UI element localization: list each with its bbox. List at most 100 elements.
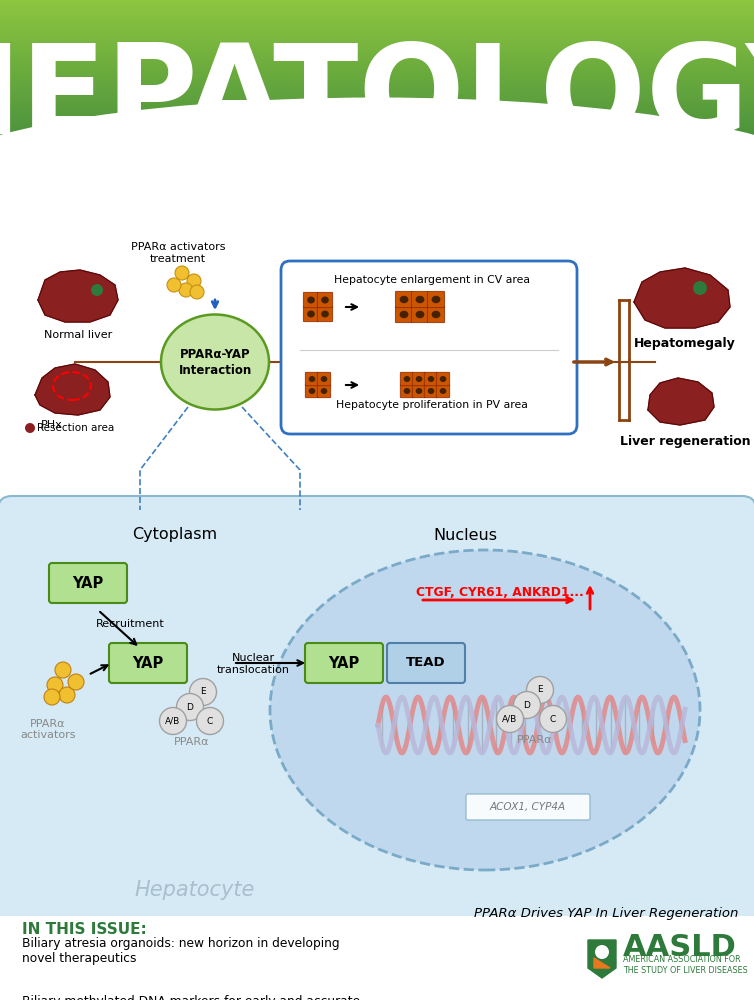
Bar xyxy=(0,74,754,76)
Bar xyxy=(0,197,754,199)
Circle shape xyxy=(540,706,566,732)
Bar xyxy=(0,54,754,55)
Bar xyxy=(0,122,754,124)
Circle shape xyxy=(187,274,201,288)
Circle shape xyxy=(44,689,60,705)
Text: Nuclear: Nuclear xyxy=(231,653,274,663)
Bar xyxy=(0,40,754,42)
Bar xyxy=(0,47,754,49)
Bar xyxy=(0,2,754,4)
Bar xyxy=(0,170,754,171)
Bar xyxy=(0,29,754,31)
Ellipse shape xyxy=(0,98,754,272)
Polygon shape xyxy=(594,958,610,968)
Bar xyxy=(0,0,754,2)
Bar xyxy=(0,121,754,123)
Circle shape xyxy=(175,266,189,280)
Bar xyxy=(0,133,754,135)
Bar xyxy=(0,91,754,93)
Bar xyxy=(0,8,754,10)
Bar xyxy=(0,46,754,48)
Text: E: E xyxy=(537,686,543,694)
Bar xyxy=(0,17,754,19)
Bar xyxy=(0,117,754,119)
Bar xyxy=(0,132,754,133)
Bar xyxy=(0,5,754,7)
Bar xyxy=(0,82,754,84)
Bar xyxy=(0,10,754,11)
Bar xyxy=(0,138,754,139)
Polygon shape xyxy=(634,268,730,328)
Bar xyxy=(0,3,754,5)
Bar xyxy=(0,59,754,61)
Bar xyxy=(0,162,754,164)
Circle shape xyxy=(167,278,181,292)
Bar xyxy=(0,178,754,180)
Bar xyxy=(0,122,754,123)
FancyBboxPatch shape xyxy=(49,563,127,603)
FancyBboxPatch shape xyxy=(303,292,319,308)
Bar xyxy=(0,169,754,171)
Bar xyxy=(0,129,754,131)
Bar xyxy=(0,190,754,191)
Bar xyxy=(0,170,754,172)
Bar xyxy=(0,45,754,47)
Bar xyxy=(0,177,754,179)
Bar xyxy=(0,187,754,189)
FancyBboxPatch shape xyxy=(428,306,445,323)
Bar xyxy=(0,110,754,111)
Bar xyxy=(0,43,754,45)
Bar xyxy=(0,70,754,71)
Ellipse shape xyxy=(320,376,327,382)
Bar xyxy=(0,142,754,144)
Bar xyxy=(0,164,754,165)
Bar xyxy=(0,160,754,162)
Bar xyxy=(0,57,754,59)
FancyBboxPatch shape xyxy=(437,384,449,398)
Bar xyxy=(0,104,754,106)
Bar xyxy=(0,172,754,173)
Bar xyxy=(0,124,754,126)
Bar xyxy=(0,154,754,156)
FancyBboxPatch shape xyxy=(317,292,333,308)
Bar xyxy=(0,20,754,22)
Bar xyxy=(0,140,754,141)
Ellipse shape xyxy=(400,311,409,318)
Bar xyxy=(0,6,754,7)
Bar xyxy=(0,90,754,92)
Bar xyxy=(0,111,754,113)
Bar xyxy=(0,84,754,86)
Bar xyxy=(0,149,754,151)
Bar xyxy=(0,30,754,32)
Bar xyxy=(0,4,754,5)
Bar xyxy=(0,86,754,88)
Bar xyxy=(0,180,754,181)
Text: Recruitment: Recruitment xyxy=(96,619,164,629)
Ellipse shape xyxy=(400,296,409,303)
Bar xyxy=(0,195,754,197)
Text: treatment: treatment xyxy=(150,254,206,264)
Text: IN THIS ISSUE:: IN THIS ISSUE: xyxy=(22,922,147,937)
Circle shape xyxy=(160,708,186,734)
Bar xyxy=(0,151,754,153)
FancyBboxPatch shape xyxy=(303,306,319,322)
Bar xyxy=(0,2,754,3)
Bar xyxy=(0,166,754,167)
Ellipse shape xyxy=(415,388,422,394)
Text: Hepatocyte enlargement in CV area: Hepatocyte enlargement in CV area xyxy=(334,275,530,285)
Ellipse shape xyxy=(320,388,327,394)
Bar xyxy=(0,58,754,60)
Bar xyxy=(0,191,754,193)
Bar xyxy=(0,78,754,79)
Bar xyxy=(0,108,754,109)
Bar xyxy=(0,182,754,184)
Text: Hepatomegaly: Hepatomegaly xyxy=(634,337,736,350)
Bar xyxy=(0,33,754,35)
Ellipse shape xyxy=(431,311,440,318)
Text: A/B: A/B xyxy=(165,716,181,726)
Bar xyxy=(0,61,754,63)
Bar xyxy=(0,51,754,53)
Polygon shape xyxy=(588,940,616,978)
Bar xyxy=(0,52,754,53)
Bar xyxy=(0,32,754,34)
